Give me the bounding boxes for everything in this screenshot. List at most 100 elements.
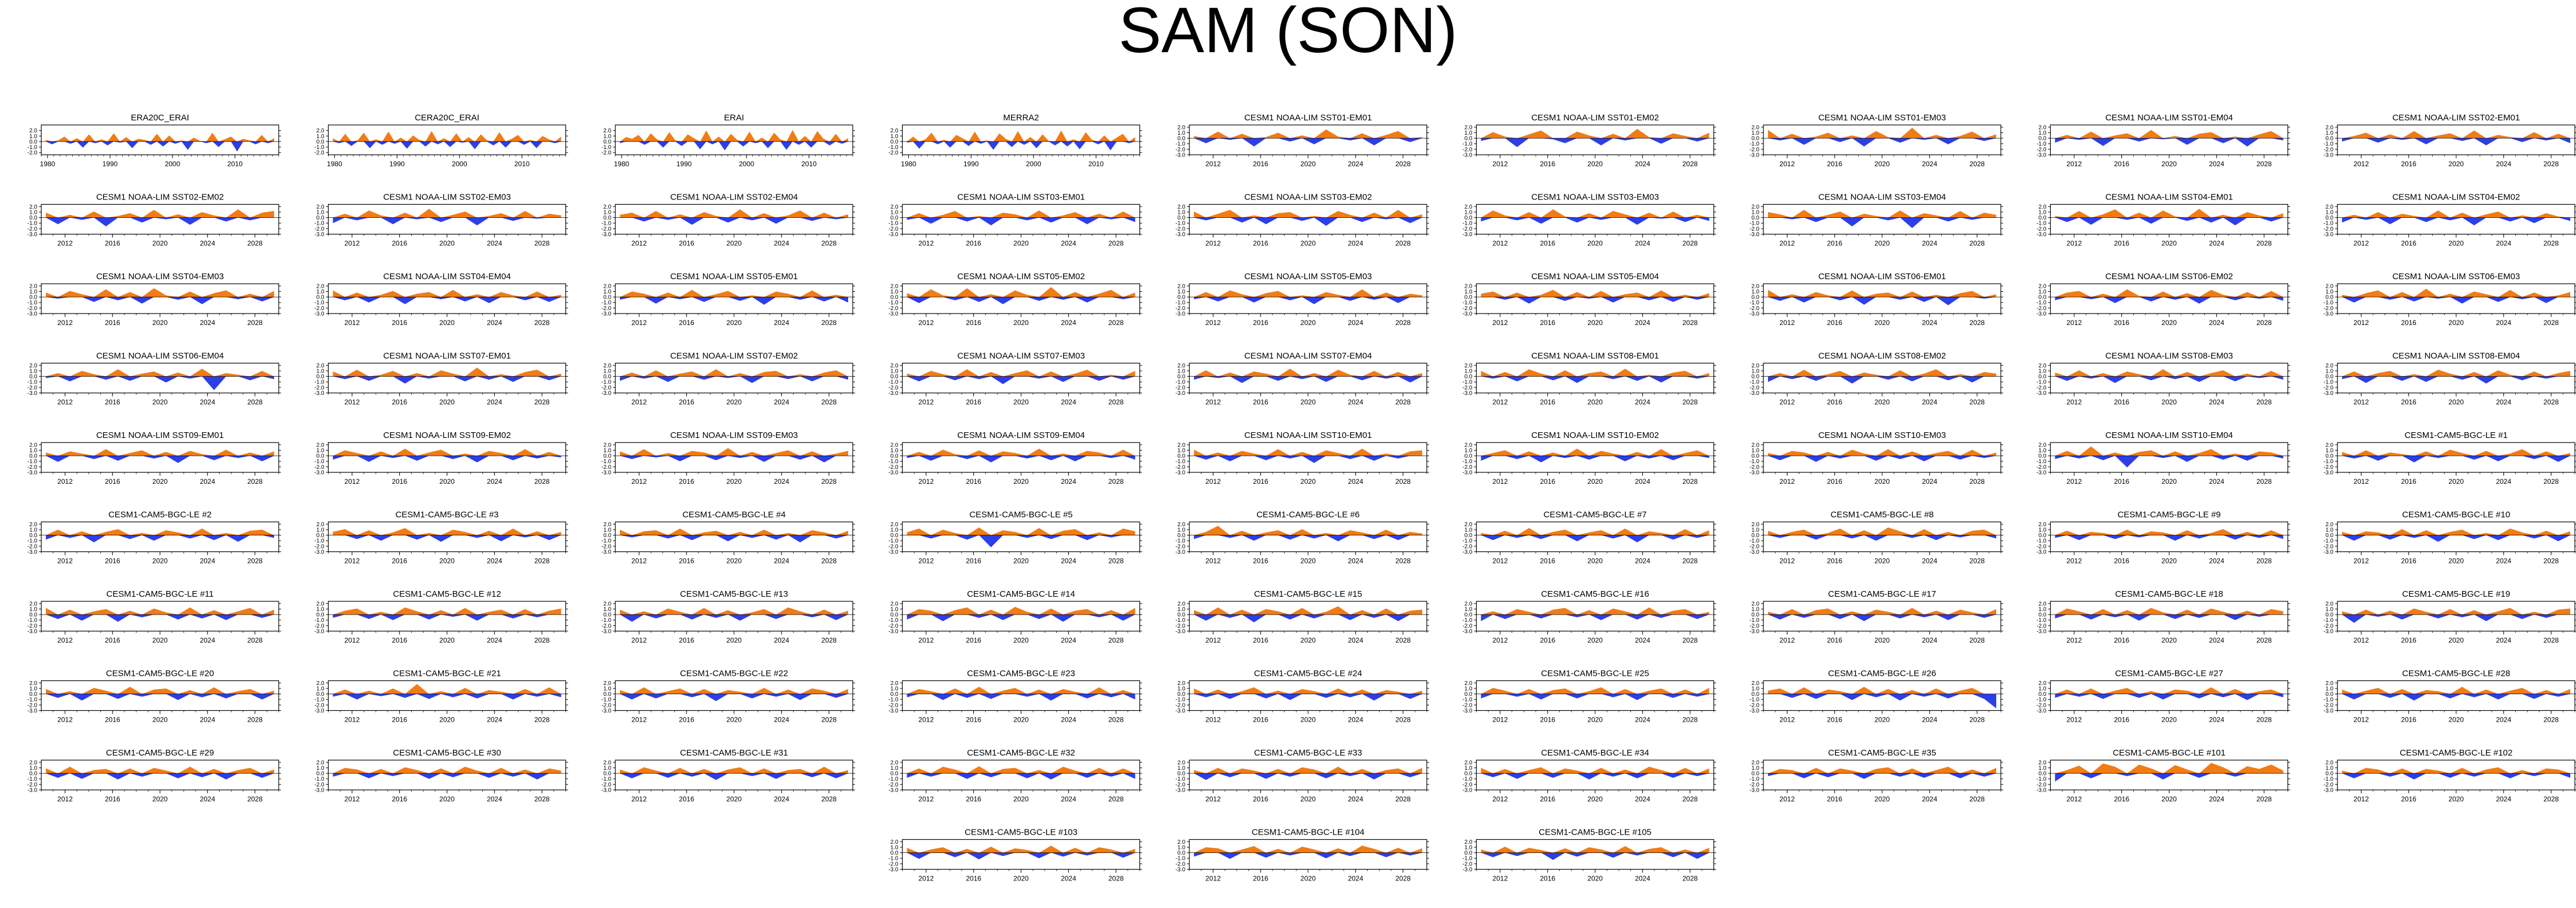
panel-frame	[41, 203, 279, 235]
panel-14: CESM1 NOAA-LIM SST03-EM02 2.01.00.0-1.0-2…	[1176, 193, 1429, 248]
x-tick-label: 2016	[679, 636, 694, 644]
y-tick-label: -3.0	[1462, 152, 1473, 159]
y-tick-label: 2.0	[29, 522, 37, 528]
y-tick-label: -1.0	[602, 617, 612, 624]
y-tick-label: 0.0	[2325, 612, 2333, 619]
x-tick-label: 2020	[1587, 319, 1603, 327]
y-tick-label: 2.0	[891, 680, 899, 687]
x-tick-label: 2020	[439, 398, 455, 406]
x-tick-label: 2016	[966, 795, 981, 803]
y-tick-label: -1.0	[888, 856, 899, 862]
x-tick-label: 2024	[1061, 795, 1076, 803]
y-tick-label: -3.0	[28, 629, 38, 635]
y-tick-label: -1.0	[888, 617, 899, 624]
panel-title: CESM1-CAM5-BGC-LE #24	[1254, 669, 1362, 679]
x-tick-label: 2012	[57, 636, 73, 644]
x-tick-label: 2012	[631, 636, 647, 644]
y-tick-label: 2.0	[1177, 283, 1185, 289]
y-tick-label: -3.0	[1176, 152, 1186, 159]
x-tick-label: 2016	[1253, 398, 1269, 406]
x-tick-label: 2028	[1683, 398, 1698, 406]
y-tick-label: 1.0	[29, 134, 37, 140]
y-tick-label: -1.0	[2036, 300, 2047, 306]
x-tick-label: 1980	[901, 160, 916, 168]
y-tick-label: -3.0	[2036, 152, 2047, 159]
negative-area	[620, 694, 848, 702]
panel-title: CESM1 NOAA-LIM SST03-EM04	[1818, 193, 1946, 202]
x-tick-label: 2016	[2401, 636, 2417, 644]
x-tick-label: 2020	[727, 716, 742, 724]
x-tick-label: 2024	[487, 478, 502, 486]
y-tick-label: 0.0	[317, 215, 325, 221]
x-tick-label: 2028	[2257, 160, 2272, 168]
y-tick-label: -3.0	[888, 311, 899, 318]
y-tick-label: -3.0	[314, 470, 325, 476]
panel-title: CESM1 NOAA-LIM SST08-EM01	[1531, 351, 1659, 361]
x-tick-label: 2012	[919, 636, 934, 644]
x-tick-label: 2016	[2401, 716, 2417, 724]
negative-area	[2342, 694, 2570, 701]
y-tick-label: -2.0	[1750, 623, 1760, 629]
y-tick-label: 1.0	[1465, 686, 1473, 692]
y-tick-label: -2.0	[602, 385, 612, 391]
x-tick-label: 2024	[487, 240, 502, 248]
y-tick-label: 1.0	[2039, 527, 2047, 533]
x-tick-label: 1990	[676, 160, 692, 168]
x-tick-label: 2028	[1109, 398, 1124, 406]
x-tick-label: 2012	[1205, 160, 1221, 168]
x-tick-label: 2016	[1253, 557, 1269, 565]
positive-area	[2055, 762, 2284, 774]
panel-title: CESM1-CAM5-BGC-LE #18	[2115, 589, 2223, 599]
y-tick-label: 2.0	[317, 128, 325, 134]
y-tick-label: -3.0	[28, 549, 38, 555]
panel-52: CESM1-CAM5-BGC-LE #8 2.01.00.0-1.0-2.0-3.…	[1750, 510, 2003, 565]
x-tick-label: 2024	[200, 557, 215, 565]
x-tick-label: 2028	[247, 478, 263, 486]
x-tick-label: 2016	[1827, 636, 1843, 644]
x-tick-label: 2016	[966, 240, 981, 248]
x-tick-label: 2028	[1395, 478, 1411, 486]
y-tick-label: -1.0	[28, 221, 38, 227]
x-tick-label: 2020	[1301, 636, 1316, 644]
y-tick-label: -2.0	[888, 150, 899, 156]
panel-15: CESM1 NOAA-LIM SST03-EM03 2.01.00.0-1.0-2…	[1462, 193, 1716, 248]
y-tick-label: -2.0	[1176, 861, 1186, 867]
y-tick-label: -3.0	[602, 708, 612, 714]
y-tick-label: -3.0	[1750, 390, 1760, 397]
y-tick-label: -2.0	[2036, 306, 2047, 312]
y-tick-label: -1.0	[888, 300, 899, 306]
y-tick-label: 0.0	[1177, 453, 1185, 460]
y-tick-label: -2.0	[2324, 623, 2334, 629]
x-tick-label: 2028	[2543, 160, 2559, 168]
y-tick-label: 2.0	[317, 601, 325, 607]
panel-title: CESM1 NOAA-LIM SST07-EM02	[670, 351, 798, 361]
panel-frame	[41, 283, 279, 314]
y-tick-label: -3.0	[1176, 788, 1186, 794]
x-tick-label: 2028	[1109, 636, 1124, 644]
x-tick-label: 2016	[1540, 160, 1555, 168]
x-tick-label: 2016	[392, 240, 407, 248]
positive-area	[2055, 289, 2284, 298]
positive-area	[1481, 128, 1709, 139]
positive-area	[1194, 210, 1422, 218]
panel-title: CESM1-CAM5-BGC-LE #104	[1252, 828, 1365, 837]
panel-title: CESM1-CAM5-BGC-LE #13	[680, 589, 788, 599]
panel-title: CESM1-CAM5-BGC-LE #19	[2402, 589, 2510, 599]
panel-62: CESM1-CAM5-BGC-LE #18 2.01.00.0-1.0-2.0-3…	[2036, 589, 2290, 644]
x-tick-label: 2024	[774, 319, 789, 327]
y-tick-label: -2.0	[1176, 782, 1186, 788]
x-tick-label: 2012	[1779, 636, 1795, 644]
positive-area	[2342, 370, 2570, 377]
panel-title: CESM1-CAM5-BGC-LE #27	[2115, 669, 2223, 679]
panel-22: CESM1 NOAA-LIM SST05-EM02 2.01.00.0-1.0-2…	[888, 272, 1142, 327]
x-tick-label: 2010	[227, 160, 243, 168]
y-tick-label: -3.0	[28, 470, 38, 476]
y-tick-label: 0.0	[29, 139, 37, 145]
panel-81: CESM1-CAM5-BGC-LE #102 2.01.00.0-1.0-2.0-…	[2324, 748, 2576, 803]
y-tick-label: -3.0	[2324, 629, 2334, 635]
x-tick-label: 2028	[1969, 319, 1985, 327]
x-tick-label: 2020	[2449, 160, 2464, 168]
x-tick-label: 2016	[679, 557, 694, 565]
y-tick-label: 2.0	[1751, 760, 1759, 766]
y-tick-label: 0.0	[603, 612, 611, 619]
